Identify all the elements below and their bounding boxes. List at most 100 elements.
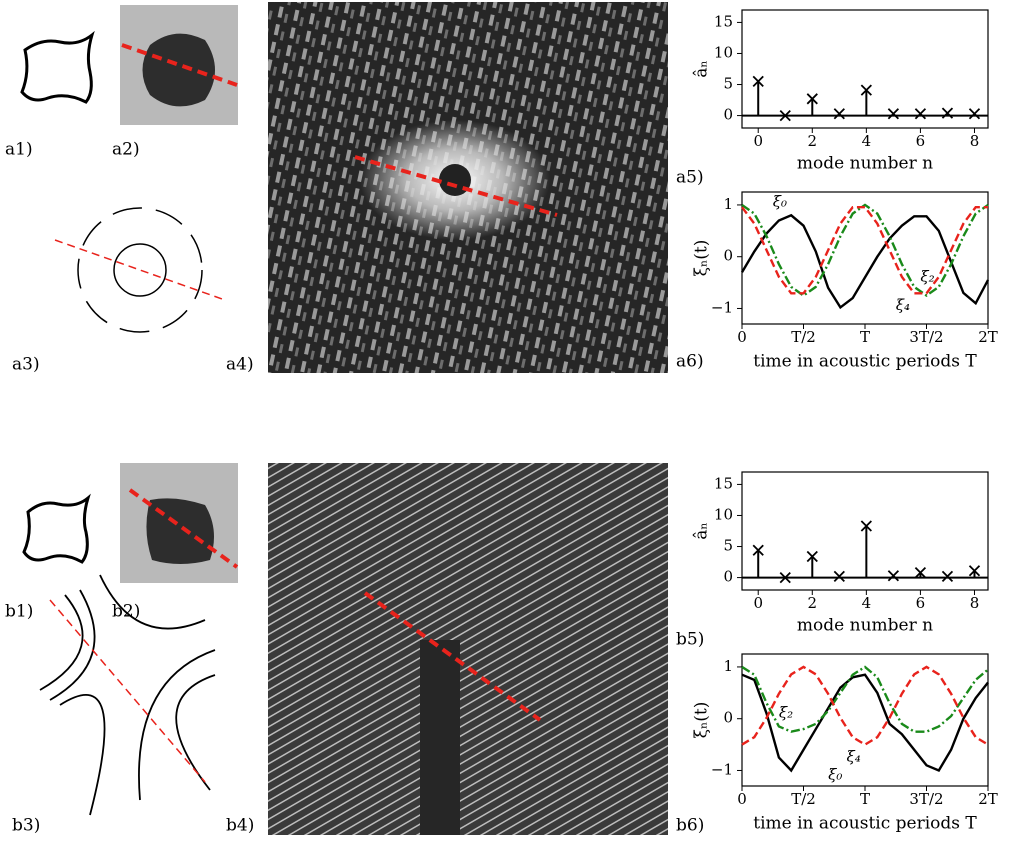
y-axis-label: âₙ [692,60,712,78]
stem-marker [806,93,818,105]
panel-label: a4) [226,355,254,375]
x-tick-label: 8 [970,594,980,612]
x-tick-label: 4 [862,132,872,150]
y-tick-label: 0 [723,106,733,124]
stem-marker [833,570,845,582]
stem-marker [941,107,954,119]
y-tick-label: −1 [711,298,733,316]
plot-frame [741,471,989,591]
shape-outline [20,30,95,104]
x-tick-label: T [860,328,870,346]
x-tick-label: T/2 [791,328,816,346]
x-tick-label: 3T/2 [909,328,943,346]
stem-marker [833,108,845,120]
stem-marker [752,544,764,556]
y-tick-label: 0 [723,709,733,727]
series-line [741,203,989,297]
stem-marker [887,108,900,120]
series-line [741,665,989,733]
y-axis-label: âₙ [692,522,712,540]
x-tick-label: 8 [970,132,980,150]
y-tick-label: 15 [714,12,733,30]
y-tick-label: 15 [714,474,733,492]
x-tick-label: 0 [753,132,763,150]
x-axis-label: time in acoustic periods T [753,352,977,372]
shape-outline [22,493,91,564]
panel-label: b3) [12,816,40,836]
x-tick-label: 2T [978,328,998,346]
plot-frame [741,191,989,325]
series-label: ξ₄ [896,296,910,314]
y-axis-label: ξₙ(t) [692,702,712,739]
panel-label: a5) [676,168,704,188]
x-axis-label: mode number n [797,154,933,174]
red-dashed-line [128,488,239,569]
panel-label: b4) [226,816,254,836]
x-axis-label: mode number n [797,616,933,636]
stem-marker [914,108,927,120]
x-tick-label: T [860,790,870,808]
series-label: ξ₂ [920,267,934,285]
bubble [439,164,471,196]
panel-label: a3) [12,355,40,375]
x-tick-label: 0 [737,790,747,808]
x-tick-label: 2 [808,594,818,612]
x-tick-label: 0 [737,328,747,346]
panel-label: a1) [5,140,33,160]
y-tick-label: 10 [714,505,733,523]
stem-marker [806,550,818,563]
x-tick-label: 3T/2 [909,790,943,808]
x-axis-label: time in acoustic periods T [753,814,977,834]
panel-label: a6) [676,352,704,372]
red-dashed-line [121,43,238,87]
stem-marker [941,570,954,582]
series-line [740,213,990,310]
series-line [741,673,989,773]
red-dashed-line [54,239,226,301]
panel-label: a2) [112,140,140,160]
photo [268,463,668,835]
y-tick-label: 1 [723,657,733,675]
y-tick-label: 5 [723,537,733,555]
series-label: ξ₂ [779,704,793,722]
stem-marker [779,571,791,584]
series-label: ξ₀ [828,766,842,784]
x-tick-label: 4 [862,594,872,612]
flow-diagram [39,574,216,816]
red-dashed-line [354,155,558,217]
stem-marker [752,75,764,88]
panel-b-visuals [22,463,668,835]
stem-marker [860,84,872,96]
red-dashed-line [363,591,542,722]
y-tick-label: 0 [723,568,733,586]
x-tick-label: 6 [916,594,926,612]
x-tick-label: T/2 [791,790,816,808]
needle [420,640,460,835]
series-label: ξ₄ [847,748,861,766]
y-tick-label: 0 [723,247,733,265]
y-tick-label: 1 [723,195,733,213]
bubble [142,33,215,107]
series-line [741,205,988,295]
panel-label: b2) [112,602,140,622]
stem-marker [779,109,791,122]
series-label: ξ₀ [773,192,787,210]
panel-label: b6) [676,816,704,836]
stem-marker [968,565,981,577]
red-dashed-line [49,599,206,783]
y-axis-label: ξₙ(t) [692,240,712,277]
y-tick-label: −1 [711,760,733,778]
x-tick-label: 0 [753,594,763,612]
stem-marker [860,520,872,532]
panel-label: b5) [676,630,704,650]
stem-marker [914,566,927,579]
y-tick-label: 5 [723,75,733,93]
stem-marker [968,108,981,120]
flow-diagram [77,207,203,333]
plot-frame [741,9,989,129]
y-tick-label: 10 [714,43,733,61]
stem-marker [887,570,900,582]
panel-label: b1) [5,602,33,622]
x-tick-label: 2T [978,790,998,808]
